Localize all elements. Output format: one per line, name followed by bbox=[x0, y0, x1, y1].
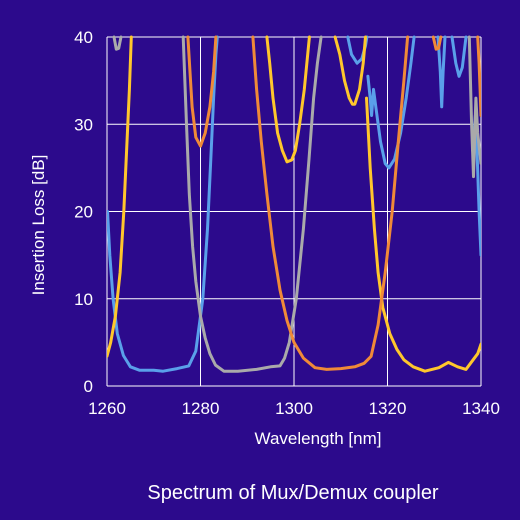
y-tick-label: 40 bbox=[74, 28, 93, 47]
y-tick-label: 0 bbox=[84, 377, 93, 396]
series-layer bbox=[107, 35, 481, 373]
x-tick-label: 1280 bbox=[182, 399, 220, 418]
x-axis-label: Wavelength [nm] bbox=[255, 429, 382, 448]
series-line-2 bbox=[107, 35, 481, 373]
y-tick-label: 10 bbox=[74, 290, 93, 309]
chart-caption: Spectrum of Mux/Demux coupler bbox=[147, 482, 439, 504]
y-tick-label: 30 bbox=[74, 115, 93, 134]
x-tick-label: 1300 bbox=[275, 399, 313, 418]
series-line-1 bbox=[107, 35, 481, 373]
y-tick-label: 20 bbox=[74, 203, 93, 222]
series-line-4 bbox=[186, 35, 481, 371]
y-axis-label: Insertion Loss [dB] bbox=[29, 155, 48, 296]
x-tick-label: 1260 bbox=[88, 399, 126, 418]
grid-layer bbox=[106, 36, 482, 387]
series-line-3 bbox=[112, 35, 481, 373]
x-tick-label: 1340 bbox=[462, 399, 500, 418]
tick-layer: 1260 1280 1300 1320 1340 0 10 20 30 40 bbox=[74, 28, 500, 418]
x-tick-label: 1320 bbox=[369, 399, 407, 418]
